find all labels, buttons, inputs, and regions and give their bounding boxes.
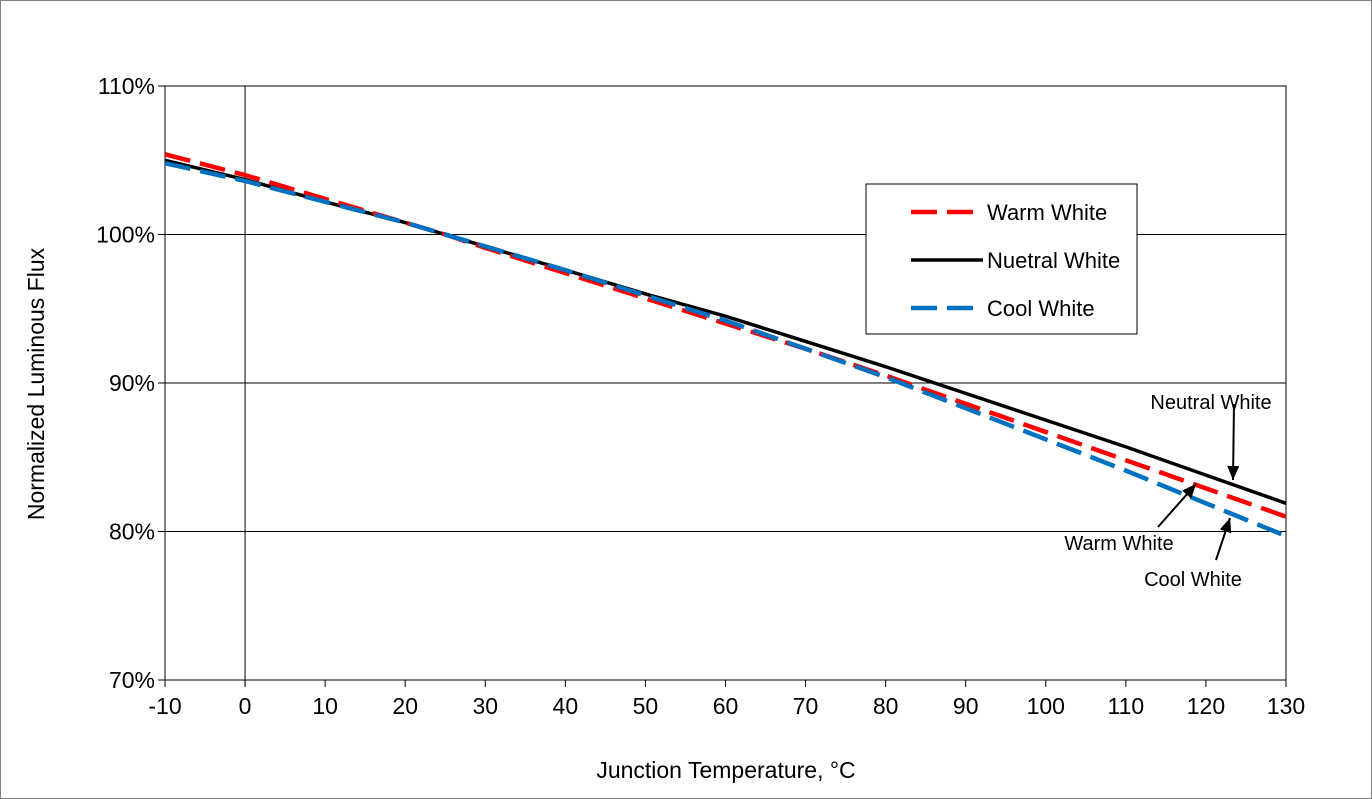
x-tick-label: 80 <box>873 693 899 719</box>
x-tick-label: 30 <box>472 693 498 719</box>
y-axis-title: Normalized Luminous Flux <box>23 247 49 520</box>
series-line-cool-white <box>164 161 1287 539</box>
series-line-warm-white <box>164 152 1287 519</box>
annotation-layer: Neutral White Warm White Cool White <box>1064 392 1271 591</box>
y-tick-label: 90% <box>109 370 155 396</box>
x-tick-label: -10 <box>148 693 181 719</box>
x-tick-label: 110 <box>1108 693 1145 719</box>
x-tick-label: 10 <box>312 693 338 719</box>
legend-label: Warm White <box>987 200 1107 225</box>
axes-layer: 70% 80% 90% 100% 110% -10 0 10 20 30 40 50 60 70 80 90 1… <box>96 73 1305 719</box>
grid-layer <box>164 85 1287 681</box>
annotation-arrowhead <box>1219 518 1232 534</box>
annotation-label: Cool White <box>1144 569 1242 591</box>
legend-label: Nuetral White <box>987 248 1120 273</box>
y-tick-label: 80% <box>109 519 155 545</box>
series-layer <box>164 152 1287 539</box>
x-axis-title: Junction Temperature, °C <box>596 757 855 783</box>
annotation-label: Warm White <box>1064 533 1173 555</box>
y-tick-label: 110% <box>98 73 155 99</box>
x-tick-label: 100 <box>1027 693 1065 719</box>
y-tick-label: 100% <box>96 222 155 248</box>
x-tick-label: 90 <box>953 693 979 719</box>
legend: Warm White Nuetral White Cool White <box>865 183 1138 335</box>
x-tick-label: 130 <box>1267 693 1305 719</box>
x-tick-label: 0 <box>239 693 252 719</box>
x-tick-label: 120 <box>1187 693 1225 719</box>
annotation-label: Neutral White <box>1150 392 1271 414</box>
x-tick-label: 50 <box>633 693 659 719</box>
x-tick-label: 70 <box>793 693 819 719</box>
x-tick-label: 60 <box>713 693 739 719</box>
annotation-arrowhead <box>1227 465 1240 480</box>
annotation-arrowhead <box>1182 484 1196 499</box>
y-tick-label: 70% <box>109 667 155 693</box>
series-line-nuetral-white <box>164 158 1287 505</box>
x-tick-label: 20 <box>392 693 418 719</box>
legend-label: Cool White <box>987 296 1095 321</box>
x-tick-label: 40 <box>553 693 579 719</box>
